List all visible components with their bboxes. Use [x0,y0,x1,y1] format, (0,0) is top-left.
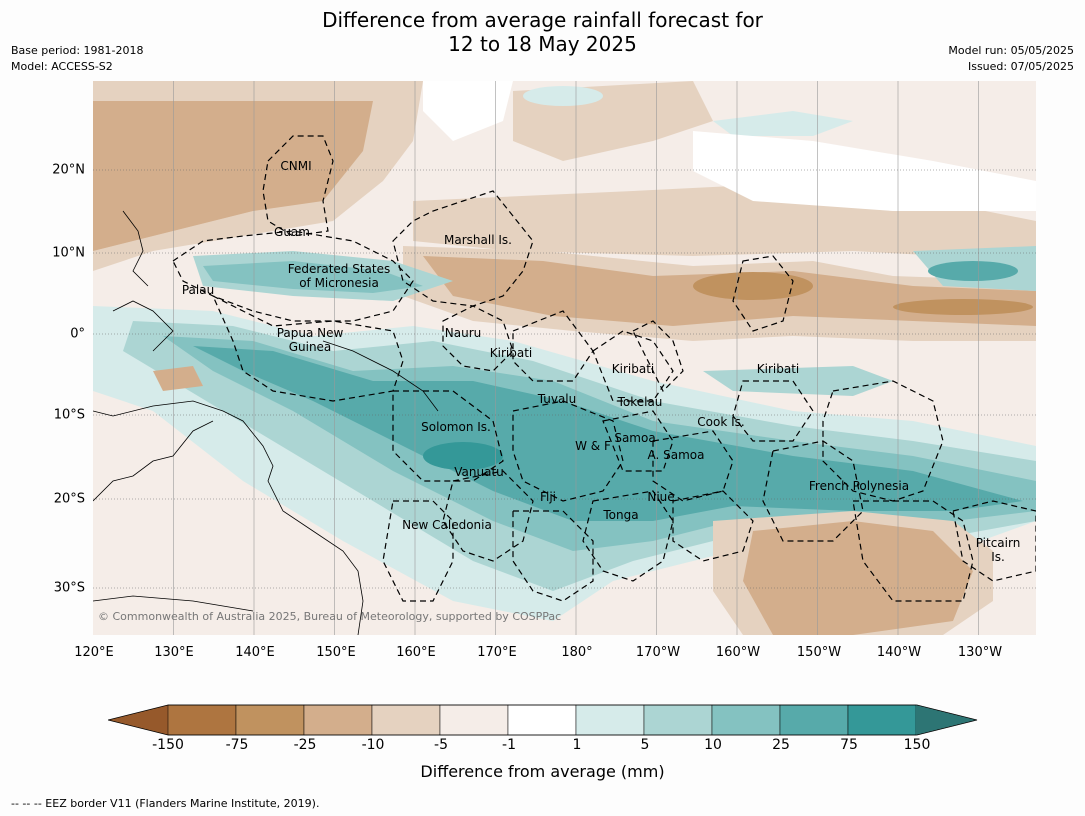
colorbar-tick: 75 [840,737,858,753]
region-label-fsm-line2: of Micronesia [299,276,379,290]
region-label-tonga: Tonga [603,508,639,522]
eez-footnote: -- -- -- EEZ border V11 (Flanders Marine… [11,797,320,810]
region-label-tokelau: Tokelau [617,395,663,409]
lon-label: 170°W [635,645,681,660]
colorbar-segment [575,704,645,736]
colorbar-segment [507,704,577,736]
lat-label: 0° [70,326,85,342]
colorbar [108,704,978,736]
region-label-pitcairn: Pitcairn Is. [976,536,1021,564]
region-label-vanuatu: Vanuatu [454,465,504,479]
region-label-fsm-line1: Federated States [287,262,391,276]
colorbar-segments [108,704,976,736]
region-label-kiribati-east: Kiribati [756,362,800,376]
lon-label: 140°E [235,645,275,660]
colorbar-segment [643,704,713,736]
region-label-guam: Guam [274,225,310,239]
title-line-1: Difference from average rainfall forecas… [322,8,763,32]
region-label-fiji: Fiji [539,490,557,504]
meta-left: Base period: 1981-2018 Model: ACCESS-S2 [11,43,143,75]
lon-label: 130°W [957,645,1003,660]
title-line-2: 12 to 18 May 2025 [448,32,637,56]
colorbar-segment [235,704,305,736]
coastlines [93,210,439,635]
region-label-american-samoa: A. Samoa [647,448,705,462]
region-label-new-caledonia: New Caledonia [402,518,492,532]
colorbar-segment [439,704,509,736]
colorbar-tick: -5 [434,737,448,753]
region-label-marshall: Marshall Is. [444,233,512,247]
colorbar-tick: 150 [903,737,931,753]
lon-label: 130°E [154,645,194,660]
colorbar-tick: 25 [772,737,790,753]
model-name: Model: ACCESS-S2 [11,60,113,73]
copyright-notice: © Commonwealth of Australia 2025, Bureau… [98,610,562,623]
colorbar-tick: -150 [152,737,184,753]
colorbar-segment [711,704,781,736]
colorbar-tick: -1 [502,737,516,753]
colorbar-segment [847,704,917,736]
region-label-samoa: Samoa [614,431,656,445]
region-label-nauru: Nauru [444,326,482,340]
region-label-cnmi: CNMI [280,159,312,173]
region-label-png-line2: Guinea [288,340,332,354]
longitude-gridlines [173,81,979,635]
region-label-fsm: Federated States of Micronesia [288,262,390,290]
lon-label: 140°W [876,645,922,660]
base-period: Base period: 1981-2018 [11,44,144,57]
region-label-solomon: Solomon Is. [421,420,491,434]
region-label-kiribati-west: Kiribati [489,346,533,360]
colorbar-segment [779,704,849,736]
region-label-tuvalu: Tuvalu [537,392,577,406]
colorbar-segment [303,704,373,736]
region-label-french-polynesia: French Polynesia [808,479,910,493]
colorbar-tick: -10 [361,737,385,753]
lon-label: 180° [561,645,593,660]
lon-label: 170°E [477,645,517,660]
lat-label: 10°S [53,407,85,423]
colorbar-label: Difference from average (mm) [420,762,665,781]
region-label-wallis-futuna: W & F [575,439,611,453]
lat-label: 10°N [52,245,85,261]
lat-label: 20°S [53,491,85,507]
issued-date: Issued: 07/05/2025 [967,60,1074,73]
lon-label: 160°W [715,645,761,660]
colorbar-extend-high [916,705,976,735]
region-label-png: Papua New Guinea [277,326,344,354]
region-label-kiribati-central: Kiribati [611,362,655,376]
colorbar-segment [167,704,237,736]
region-label-cook: Cook Is. [697,415,745,429]
lat-label: 20°N [52,162,85,178]
region-label-pitcairn-line2: Is. [991,550,1005,564]
lon-label: 120°E [74,645,114,660]
eez-borders [172,135,1036,602]
lon-label: 150°E [316,645,356,660]
colorbar-tick: 5 [640,737,650,753]
map-canvas [93,81,1036,635]
region-label-niue: Niue [647,490,675,504]
model-run: Model run: 05/05/2025 [948,44,1074,57]
colorbar-extend-low [108,705,168,735]
lat-label: 30°S [53,580,85,596]
colorbar-tick: 1 [572,737,582,753]
region-label-palau: Palau [181,283,215,297]
meta-right: Model run: 05/05/2025 Issued: 07/05/2025 [948,43,1074,75]
rainfall-map [93,81,1036,635]
region-label-pitcairn-line1: Pitcairn [975,536,1021,550]
colorbar-tick: -25 [293,737,317,753]
latitude-gridlines [93,169,1036,589]
colorbar-tick: -75 [225,737,249,753]
lon-label: 150°W [796,645,842,660]
colorbar-tick: 10 [704,737,722,753]
region-label-png-line1: Papua New [276,326,344,340]
colorbar-segment [371,704,441,736]
lon-label: 160°E [396,645,436,660]
